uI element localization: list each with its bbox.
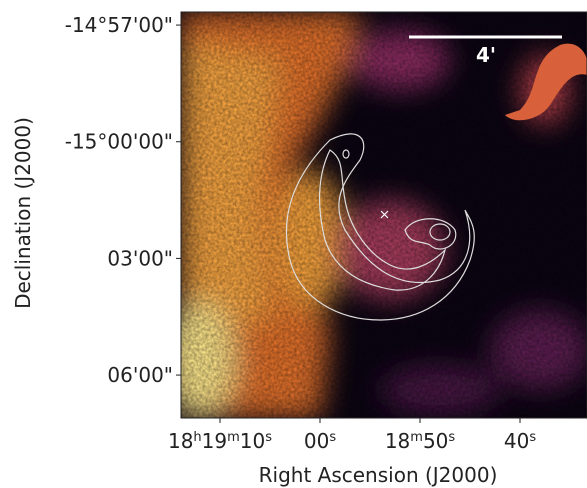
y-tick-label: -15°00'00" [65,130,173,154]
image: 4' [181,12,587,418]
scalebar-label: 4' [476,43,496,67]
y-tick-label: -14°57'00" [65,13,173,37]
x-tick-label: 40s [504,429,536,453]
x-tick-label: 00s [304,429,336,453]
x-tick-label: 18h19m10s [168,429,272,453]
y-axis-label: Declination (J2000) [11,117,35,309]
y-tick-label: 03'00" [107,246,173,270]
y-tick-label: 06'00" [107,363,173,387]
x-tick-label: 18m50s [385,429,456,453]
x-axis-label: Right Ascension (J2000) [259,463,498,487]
